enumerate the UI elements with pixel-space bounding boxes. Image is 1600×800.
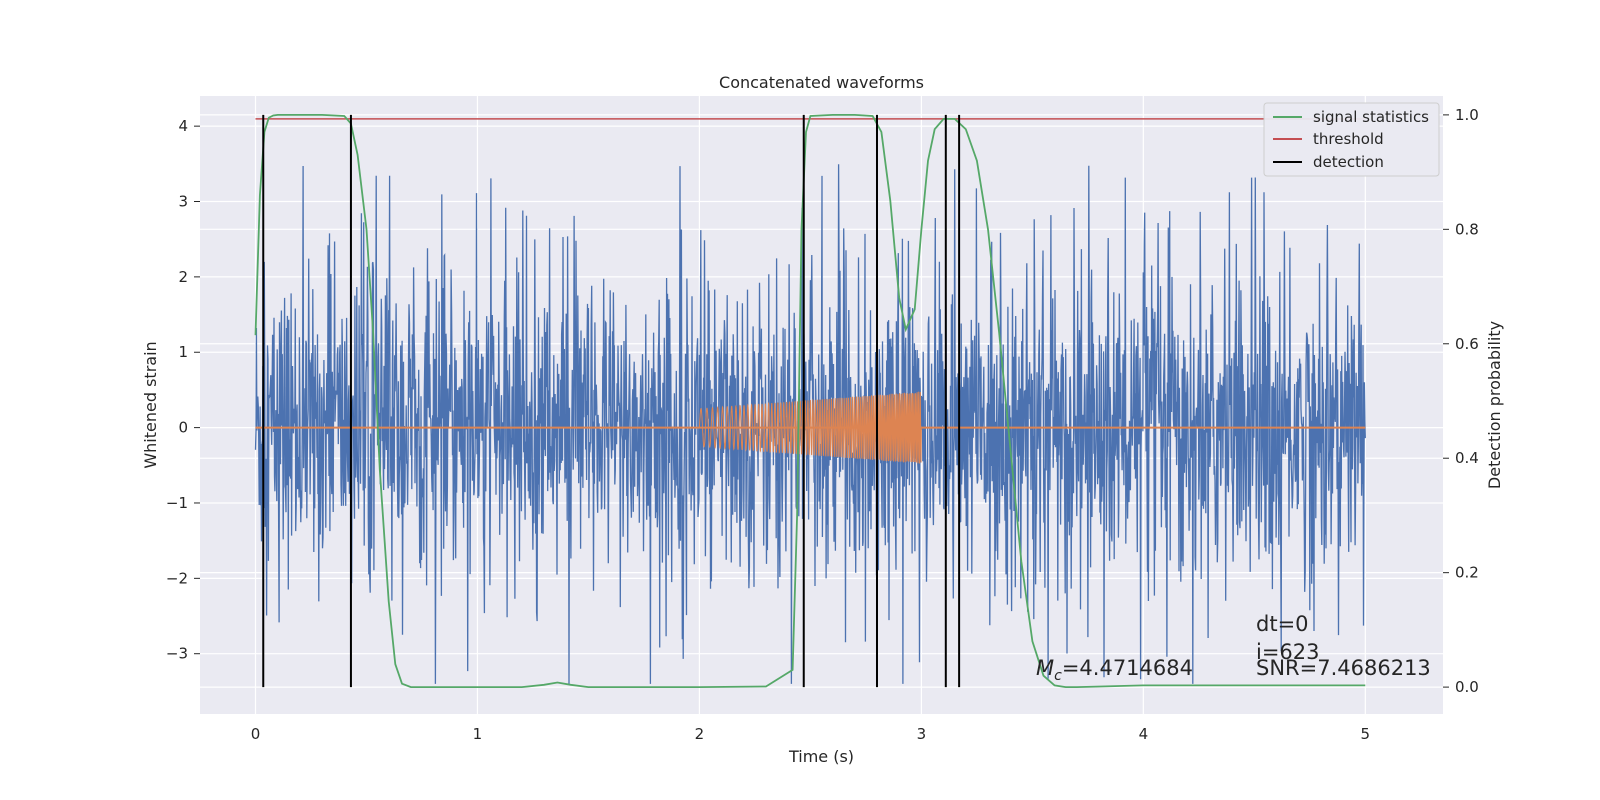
y-tick-label: −3 — [166, 645, 188, 663]
y-axis-left-ticks: −3 −2 −1 0 1 2 3 4 — [166, 117, 200, 663]
x-axis-label: Time (s) — [788, 747, 854, 766]
strain-series — [254, 164, 1366, 684]
mc-annotation: Mc=4.4714684 — [1036, 656, 1193, 684]
y-axis-right-ticks: 0.0 0.2 0.4 0.6 0.8 1.0 — [1443, 106, 1479, 696]
x-tick-label: 4 — [1139, 725, 1149, 743]
x-tick-label: 1 — [473, 725, 483, 743]
y-tick-label: 0 — [178, 419, 188, 437]
legend-box — [1263, 102, 1440, 177]
y-tick-label: −2 — [166, 569, 188, 587]
template-series — [698, 391, 922, 464]
mc-subscript: c — [1054, 668, 1062, 684]
x-axis-ticks: 0 1 2 3 4 5 — [251, 725, 1370, 743]
y2-tick-label: 1.0 — [1455, 106, 1479, 124]
i-annotation: i=623 — [1256, 640, 1320, 664]
legend-label-threshold: threshold — [1313, 130, 1384, 148]
y2-tick-label: 0.6 — [1455, 335, 1479, 353]
mc-symbol: M — [1036, 656, 1054, 680]
legend-label-detection: detection — [1313, 153, 1384, 171]
mc-value: =4.4714684 — [1062, 656, 1193, 680]
y-tick-label: 3 — [178, 193, 188, 211]
x-tick-label: 0 — [251, 725, 261, 743]
y-tick-label: 2 — [178, 268, 188, 286]
x-tick-label: 5 — [1361, 725, 1371, 743]
x-tick-label: 3 — [917, 725, 927, 743]
y2-tick-label: 0.0 — [1455, 678, 1479, 696]
y-tick-label: −1 — [166, 494, 188, 512]
dt-annotation: dt=0 — [1256, 612, 1309, 636]
y-axis-right-label: Detection probability — [1485, 321, 1504, 489]
detection-lines — [262, 114, 961, 688]
x-tick-label: 2 — [695, 725, 705, 743]
y2-tick-label: 0.4 — [1455, 449, 1479, 467]
legend-label-signal-statistics: signal statistics — [1313, 108, 1429, 126]
y-tick-label: 1 — [178, 343, 188, 361]
y-axis-left-label: Whitened strain — [141, 341, 160, 468]
chart-title: Concatenated waveforms — [719, 73, 924, 92]
legend: signal statistics threshold detection — [1263, 102, 1440, 177]
y-tick-label: 4 — [178, 117, 188, 135]
snr-annotation: SNR=7.4686213 — [1256, 656, 1431, 680]
y2-tick-label: 0.8 — [1455, 220, 1479, 238]
y2-tick-label: 0.2 — [1455, 564, 1479, 582]
